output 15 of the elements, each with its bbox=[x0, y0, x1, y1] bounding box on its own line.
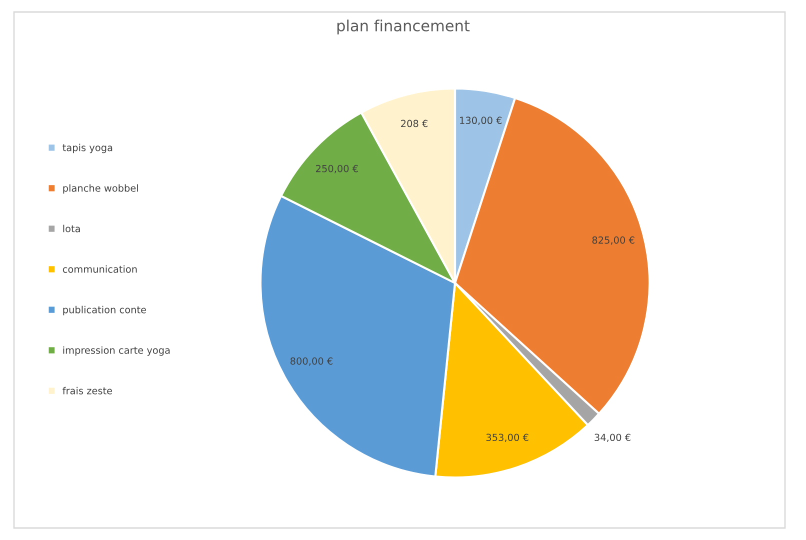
data-label: 34,00 € bbox=[594, 434, 630, 442]
chart-title: plan financement bbox=[337, 20, 470, 34]
data-label: 353,00 € bbox=[486, 434, 528, 442]
legend-label: planche wobbel bbox=[63, 184, 138, 194]
data-label: 250,00 € bbox=[316, 164, 358, 174]
data-label: 825,00 € bbox=[592, 236, 634, 245]
legend-label: impression carte yoga bbox=[63, 346, 170, 356]
legend-label: communication bbox=[62, 265, 137, 273]
legend-label: frais zeste bbox=[62, 386, 112, 394]
data-label: 208 € bbox=[401, 120, 428, 128]
legend-label: publication conte bbox=[63, 306, 146, 316]
legend-label: lota bbox=[63, 224, 80, 232]
data-label: 130,00 € bbox=[460, 116, 502, 126]
legend-label: tapis yoga bbox=[62, 144, 112, 154]
data-label: 800,00 € bbox=[290, 357, 332, 366]
